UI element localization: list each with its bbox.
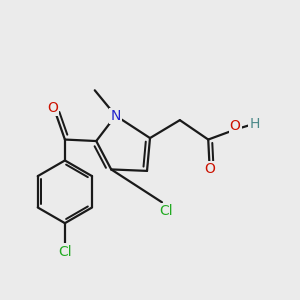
Text: N: N (110, 109, 121, 123)
Text: H: H (249, 117, 260, 131)
Text: Cl: Cl (160, 204, 173, 218)
Text: O: O (47, 101, 58, 115)
Text: O: O (204, 162, 215, 176)
Text: O: O (230, 118, 241, 133)
Text: Cl: Cl (58, 244, 72, 259)
